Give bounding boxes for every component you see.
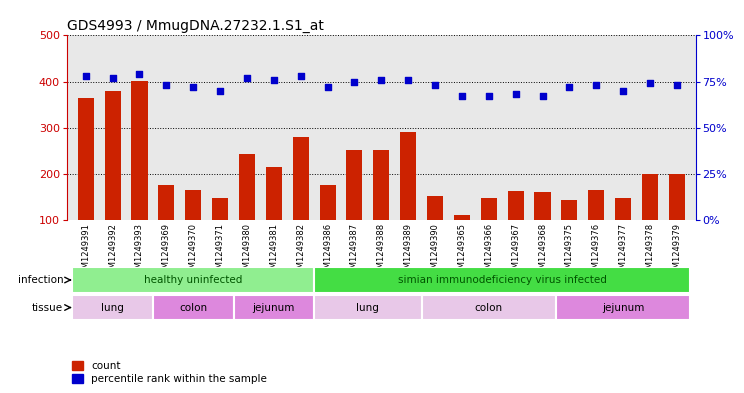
Point — [536, 93, 548, 99]
Point — [133, 71, 145, 77]
Bar — [212, 198, 228, 266]
Bar — [132, 81, 147, 266]
Bar — [400, 132, 416, 266]
Bar — [507, 191, 524, 266]
Bar — [642, 174, 658, 266]
Bar — [556, 295, 690, 320]
Text: GDS4993 / MmugDNA.27232.1.S1_at: GDS4993 / MmugDNA.27232.1.S1_at — [67, 19, 324, 33]
Bar — [589, 190, 604, 266]
Text: lung: lung — [356, 303, 379, 312]
Bar — [77, 98, 94, 266]
Text: infection: infection — [18, 275, 63, 285]
Point — [671, 82, 683, 88]
Point — [187, 84, 199, 90]
Text: jejunum: jejunum — [602, 303, 644, 312]
Point — [161, 82, 173, 88]
Point — [268, 77, 280, 83]
Text: tissue: tissue — [32, 303, 63, 312]
Bar — [314, 295, 422, 320]
Bar — [239, 154, 255, 266]
Bar — [615, 198, 631, 266]
Point — [375, 77, 387, 83]
Text: lung: lung — [101, 303, 124, 312]
Point — [483, 93, 495, 99]
Point — [214, 88, 226, 94]
Bar — [534, 192, 551, 266]
Point — [241, 75, 253, 81]
Point — [563, 84, 575, 90]
Text: colon: colon — [475, 303, 503, 312]
Bar — [561, 200, 577, 266]
Point — [106, 75, 118, 81]
Bar — [422, 295, 556, 320]
Point — [429, 82, 441, 88]
Bar — [72, 295, 153, 320]
Text: healthy uninfected: healthy uninfected — [144, 275, 243, 285]
Bar — [427, 196, 443, 266]
Text: simian immunodeficiency virus infected: simian immunodeficiency virus infected — [398, 275, 606, 285]
Bar — [105, 91, 121, 266]
Bar — [292, 137, 309, 266]
Bar — [72, 267, 314, 293]
Bar — [314, 267, 690, 293]
Bar — [481, 198, 497, 266]
Bar — [347, 150, 362, 266]
Point — [644, 80, 656, 86]
Point — [510, 91, 522, 97]
Point — [80, 73, 92, 79]
Point — [617, 88, 629, 94]
Legend: count, percentile rank within the sample: count, percentile rank within the sample — [72, 361, 267, 384]
Bar — [373, 150, 389, 266]
Text: colon: colon — [179, 303, 208, 312]
Point — [295, 73, 307, 79]
Bar — [185, 190, 202, 266]
Bar — [266, 167, 282, 266]
Bar — [319, 185, 336, 266]
Bar — [158, 185, 174, 266]
Bar — [454, 215, 470, 266]
Point — [348, 79, 360, 85]
Bar — [669, 174, 685, 266]
Bar — [234, 295, 314, 320]
Text: jejunum: jejunum — [253, 303, 295, 312]
Point — [321, 84, 333, 90]
Point — [590, 82, 602, 88]
Point — [456, 93, 468, 99]
Point — [403, 77, 414, 83]
Bar — [153, 295, 234, 320]
